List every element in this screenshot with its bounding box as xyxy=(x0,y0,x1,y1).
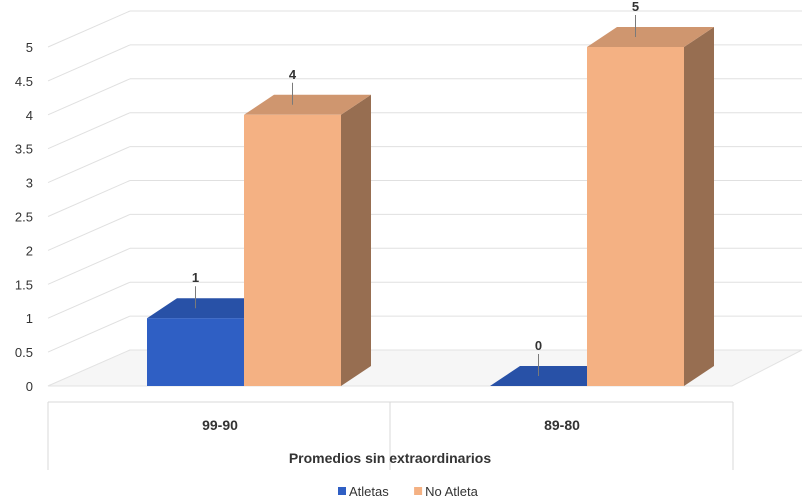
data-label: 1 xyxy=(192,270,199,285)
grid-side-line xyxy=(47,247,131,285)
grid-side-line xyxy=(47,44,131,82)
bar-front xyxy=(147,318,244,386)
grid-side-line xyxy=(47,146,131,184)
y-tick-label: 2.5 xyxy=(15,210,33,225)
y-tick-label: 4 xyxy=(26,108,33,123)
y-tick-label: 0 xyxy=(26,379,33,394)
bar-top xyxy=(490,366,617,386)
grid-side-line xyxy=(47,78,131,116)
legend-swatch xyxy=(414,487,423,495)
grid-side-line xyxy=(47,112,131,150)
category-labels: 99-90 89-80 xyxy=(202,417,580,433)
grid-side-line xyxy=(47,213,131,251)
y-tick-label: 3.5 xyxy=(15,142,33,157)
bar-side xyxy=(341,94,371,387)
bar-atletas-89-80: 0 xyxy=(490,338,617,386)
legend-label: Atletas xyxy=(349,484,389,499)
grid-side-line xyxy=(47,281,131,319)
y-axis-ticks: 0 0.5 1 1.5 2 2.5 3 3.5 4 4.5 5 xyxy=(15,40,33,394)
bar-side xyxy=(684,27,714,386)
y-tick-label: 2 xyxy=(26,243,33,258)
legend: Atletas No Atleta xyxy=(338,484,479,499)
legend-label: No Atleta xyxy=(425,484,479,499)
bar-top xyxy=(587,27,714,47)
grid-side-line xyxy=(47,315,131,353)
data-label: 0 xyxy=(535,338,542,353)
y-tick-label: 5 xyxy=(26,40,33,55)
x-axis-title: Promedios sin extraordinarios xyxy=(289,450,491,466)
bar-front xyxy=(244,114,341,387)
y-tick-label: 4.5 xyxy=(15,74,33,89)
category-label: 89-80 xyxy=(544,417,580,433)
y-tick-label: 1 xyxy=(26,311,33,326)
bars: 1 4 0 5 xyxy=(147,0,714,387)
category-label: 99-90 xyxy=(202,417,238,433)
bar-no-atleta-99-90: 4 xyxy=(244,67,371,387)
bar-no-atleta-89-80: 5 xyxy=(587,0,714,386)
y-tick-label: 3 xyxy=(26,176,33,191)
data-label: 4 xyxy=(289,67,297,82)
bar-front xyxy=(587,47,684,386)
legend-swatch xyxy=(338,487,346,495)
grid-side-line xyxy=(47,180,131,217)
bar-top xyxy=(244,94,371,115)
data-label: 5 xyxy=(632,0,639,14)
grid-side-line xyxy=(47,10,131,48)
bar-top xyxy=(147,298,274,319)
y-tick-label: 0.5 xyxy=(15,345,33,360)
y-tick-label: 1.5 xyxy=(15,277,33,292)
